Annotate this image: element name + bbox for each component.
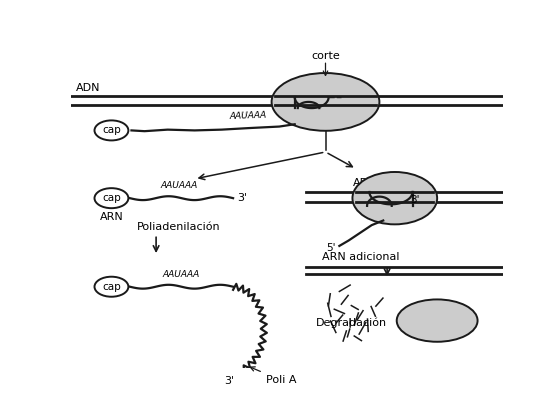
Ellipse shape xyxy=(95,277,128,297)
Text: corte: corte xyxy=(311,51,340,61)
Text: cap: cap xyxy=(102,126,121,135)
Text: cap: cap xyxy=(102,282,121,292)
Ellipse shape xyxy=(396,299,478,342)
Text: AAUAAA: AAUAAA xyxy=(163,270,200,279)
Text: Degradación: Degradación xyxy=(316,318,388,328)
Text: 5': 5' xyxy=(326,243,335,253)
Text: 3': 3' xyxy=(223,375,234,385)
Ellipse shape xyxy=(352,172,437,224)
Ellipse shape xyxy=(95,121,128,140)
Text: ADN: ADN xyxy=(352,178,377,188)
Ellipse shape xyxy=(95,188,128,208)
Text: AAUAAA: AAUAAA xyxy=(161,181,198,190)
Text: AAUAAA: AAUAAA xyxy=(230,111,267,121)
Ellipse shape xyxy=(272,73,380,131)
Text: cap: cap xyxy=(102,193,121,203)
Text: 3': 3' xyxy=(237,193,247,203)
Text: ADN: ADN xyxy=(76,83,101,93)
Text: 3': 3' xyxy=(410,195,419,205)
Text: ARN: ARN xyxy=(100,212,123,222)
Text: ARN adicional: ARN adicional xyxy=(321,252,399,262)
Text: Poliadenilación: Poliadenilación xyxy=(137,222,221,232)
Text: Poli A: Poli A xyxy=(250,367,296,385)
